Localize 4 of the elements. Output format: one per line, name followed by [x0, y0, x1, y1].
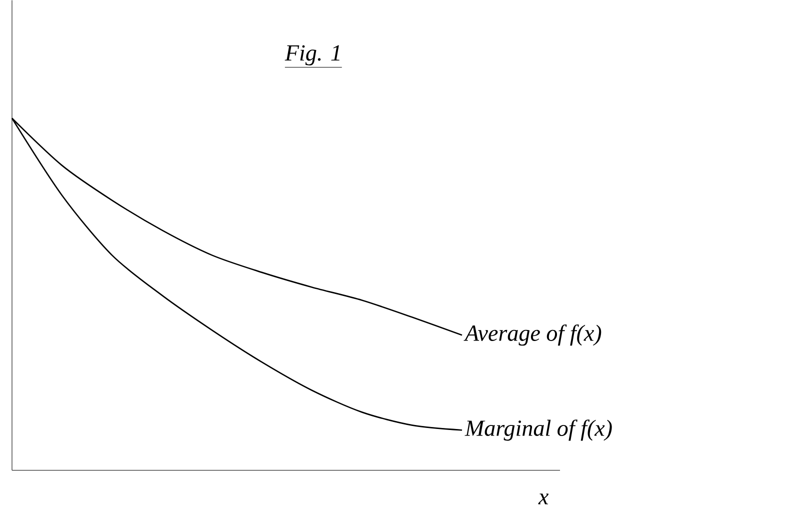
series-label: Marginal of f(x)	[464, 419, 612, 441]
chart-title: Fig. 1	[284, 45, 340, 66]
x-axis-title: x	[538, 494, 549, 504]
series-label: Average of f(x)	[464, 324, 602, 346]
